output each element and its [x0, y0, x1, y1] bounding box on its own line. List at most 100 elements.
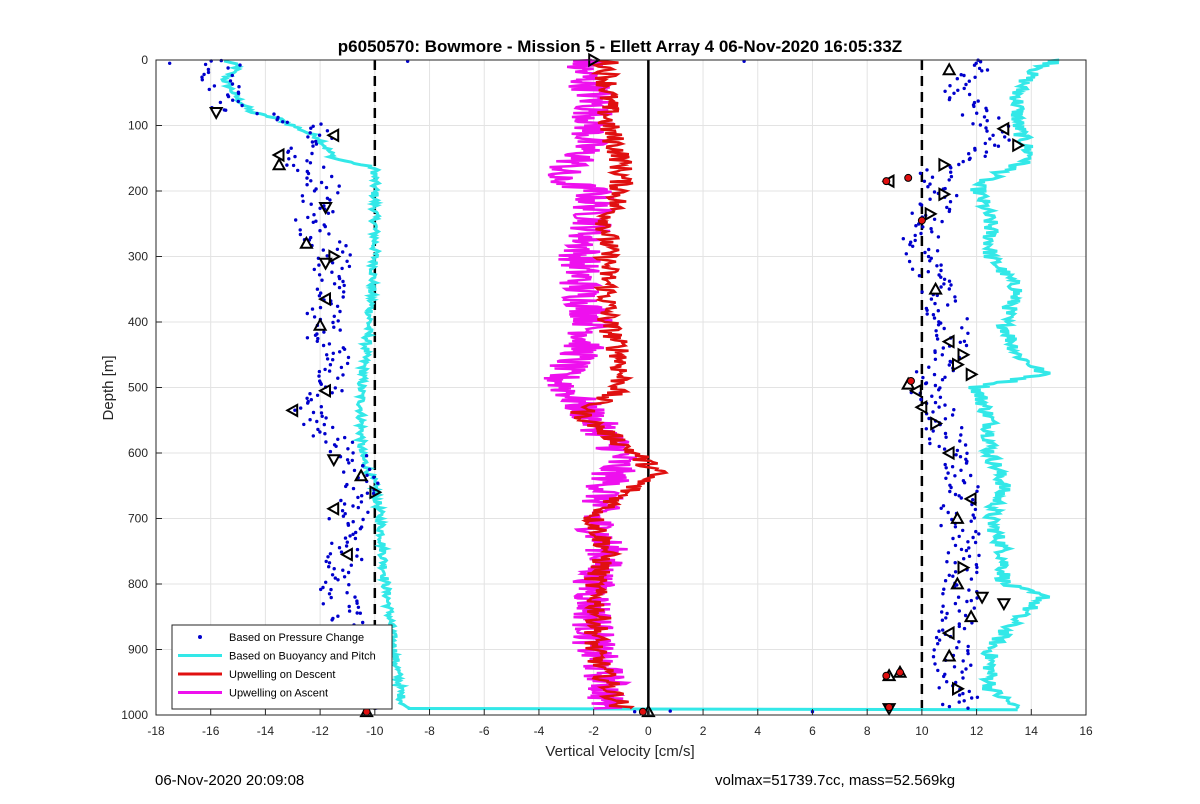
pressure-change-point [319, 122, 323, 126]
triangle-marker [942, 648, 957, 662]
pressure-change-point [924, 427, 928, 431]
pressure-change-point [967, 689, 971, 694]
pressure-change-point [993, 143, 997, 147]
x-tick-label: 8 [864, 724, 871, 738]
triangle-marker [271, 147, 285, 163]
pressure-change-point [936, 642, 940, 646]
pressure-change-point [921, 375, 925, 380]
reference-lines [373, 60, 924, 715]
triangle-marker [914, 400, 928, 415]
pressure-change-point [966, 644, 970, 649]
y-tick-label: 200 [128, 184, 148, 198]
pressure-change-point [348, 253, 352, 257]
pressure-change-point [943, 403, 947, 407]
triangle-marker [328, 249, 342, 264]
pressure-change-point [969, 598, 973, 603]
pressure-change-point [330, 270, 334, 274]
pressure-change-point [343, 512, 347, 516]
pressure-change-point [959, 496, 963, 500]
pressure-change-point [336, 578, 340, 582]
pressure-change-point [951, 574, 955, 578]
pressure-change-point [974, 529, 978, 534]
pressure-change-point [947, 287, 951, 291]
pressure-change-point [317, 133, 322, 137]
pressure-change-point [914, 224, 918, 228]
pressure-change-point [339, 498, 343, 503]
pressure-change-point [928, 197, 932, 201]
pressure-change-point [945, 560, 949, 564]
pressure-change-point [953, 570, 958, 574]
pressure-change-point [991, 133, 995, 137]
x-tick-label: -2 [588, 724, 599, 738]
pressure-change-point [306, 171, 311, 176]
pressure-change-point [953, 295, 957, 299]
pressure-change-point [920, 290, 924, 294]
pressure-change-point [959, 73, 963, 77]
pressure-change-point [305, 183, 309, 187]
pressure-change-point [937, 388, 941, 392]
x-tick-label: -12 [311, 724, 329, 738]
legend-label: Upwelling on Descent [229, 669, 335, 681]
pressure-change-point [219, 58, 223, 63]
pressure-change-point [355, 554, 359, 558]
pressure-change-point [967, 588, 971, 592]
red-marker [638, 707, 647, 716]
pressure-change-point [930, 175, 935, 179]
pressure-change-point [942, 447, 947, 451]
pressure-change-point [343, 536, 348, 540]
pressure-change-point [323, 432, 327, 436]
pressure-change-point [971, 513, 975, 517]
pressure-change-point [932, 217, 937, 221]
pressure-change-point [328, 363, 333, 367]
pressure-change-point [298, 228, 302, 232]
pressure-change-point [345, 361, 350, 366]
y-axis-ticks: 0 100 200 300 400 500 600 700 800 900 1000 [121, 53, 162, 722]
pressure-change-point [350, 440, 355, 444]
pressure-change-point [942, 674, 946, 679]
pressure-change-point [331, 320, 335, 325]
pressure-change-point [238, 63, 242, 67]
pressure-change-point [361, 464, 365, 468]
pressure-change-point [946, 551, 951, 555]
red-marker [896, 668, 904, 677]
pressure-change-point [317, 294, 322, 298]
pressure-change-point [944, 476, 948, 480]
pressure-change-point [331, 210, 335, 214]
pressure-change-point [945, 611, 949, 616]
pressure-change-point [337, 285, 342, 290]
pressure-change-point [321, 585, 325, 590]
pressure-change-point [314, 139, 318, 144]
legend-dot-marker [198, 635, 202, 639]
pressure-change-point [347, 461, 351, 465]
pressure-change-point [306, 215, 310, 220]
pressure-change-point [935, 333, 939, 338]
pressure-change-point [939, 523, 943, 528]
pressure-change-point [961, 691, 965, 696]
pressure-change-point [945, 205, 949, 210]
pressure-change-point [291, 163, 296, 168]
pressure-change-point [328, 449, 333, 454]
pressure-change-point [939, 268, 943, 273]
pressure-change-point [337, 546, 342, 550]
pressure-change-point [982, 115, 987, 119]
pressure-change-point [943, 375, 947, 379]
pressure-change-point [955, 77, 959, 81]
pressure-change-point [933, 350, 937, 355]
pressure-change-point [330, 261, 335, 265]
series-lines [220, 58, 1060, 712]
upwelling-descent-line [570, 58, 669, 710]
pressure-change-point [356, 605, 361, 609]
pressure-change-point [327, 369, 332, 373]
pressure-change-point [936, 668, 940, 673]
pressure-change-point [309, 202, 313, 206]
pressure-change-point [985, 129, 989, 133]
pressure-change-point [975, 570, 979, 575]
pressure-change-point [302, 422, 306, 427]
pressure-change-point [305, 176, 309, 180]
pressure-change-point [971, 535, 975, 540]
pressure-change-point [967, 92, 972, 97]
pressure-change-point [939, 275, 943, 279]
pressure-change-point [346, 523, 351, 527]
pressure-change-point [953, 543, 958, 548]
pressure-change-point [949, 485, 953, 490]
